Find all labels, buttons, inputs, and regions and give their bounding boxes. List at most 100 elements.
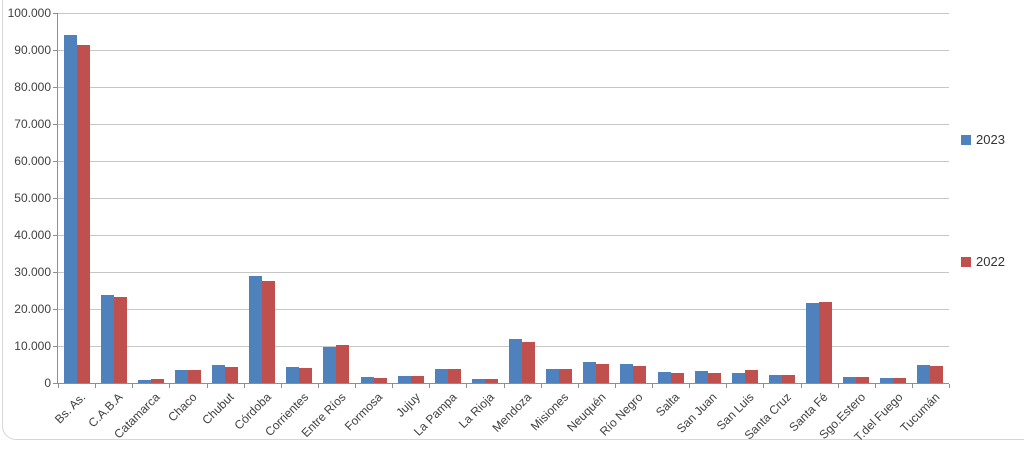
- gridline: [58, 87, 949, 88]
- gridline: [58, 124, 949, 125]
- x-axis-tick: [280, 384, 282, 388]
- bar-2023-San Juan: [694, 371, 708, 383]
- bar-2022-Catamarca: [150, 379, 164, 383]
- x-tick-label: San Juan: [673, 390, 720, 436]
- bar-2023-Chubut: [212, 365, 226, 383]
- bar-2023-Misiones: [546, 369, 560, 383]
- x-tick-label: Mendoza: [489, 390, 534, 435]
- y-axis-tick: [53, 235, 58, 236]
- bar-2023-Entre Ríos: [323, 347, 337, 383]
- x-axis-tick: [392, 384, 394, 388]
- y-tick-label: 40.000: [14, 228, 51, 242]
- y-tick-label: 70.000: [14, 117, 51, 131]
- bar-2023-Catamarca: [137, 380, 151, 383]
- gridline: [58, 346, 949, 347]
- x-axis-tick: [577, 384, 579, 388]
- x-tick-label: Misiones: [527, 390, 572, 434]
- legend-item-2022: 2022: [961, 254, 1005, 269]
- y-tick-label: 30.000: [14, 265, 51, 279]
- bar-2023-Jujuy: [397, 376, 411, 383]
- x-axis-tick: [949, 384, 950, 388]
- y-axis-tick: [53, 198, 58, 199]
- x-axis-tick: [58, 384, 59, 388]
- bar-2022-Salta: [670, 373, 684, 383]
- y-axis-line: [57, 13, 58, 383]
- bar-2022-Formosa: [373, 378, 387, 383]
- y-axis-tick: [53, 13, 58, 14]
- bar-2023-Santa Fé: [806, 303, 820, 383]
- x-axis-tick: [243, 384, 245, 388]
- bar-2022-San Luis: [744, 370, 758, 383]
- y-tick-label: 50.000: [14, 191, 51, 205]
- x-axis-tick: [132, 384, 134, 388]
- bar-2022-Río Negro: [633, 366, 647, 383]
- y-axis-tick: [53, 87, 58, 88]
- x-axis-tick: [429, 384, 431, 388]
- y-tick-label: 10.000: [14, 339, 51, 353]
- x-axis-tick: [689, 384, 691, 388]
- bar-2022-La Rioja: [484, 379, 498, 383]
- x-axis-tick: [837, 384, 839, 388]
- x-axis-tick: [95, 384, 97, 388]
- x-axis-tick: [355, 384, 356, 388]
- bar-2023-Santa Cruz: [768, 375, 782, 383]
- gridline: [58, 161, 949, 162]
- bar-2022-Santa Fé: [819, 302, 833, 383]
- bar-2022-Córdoba: [262, 281, 276, 383]
- bar-2023-Salta: [657, 372, 671, 383]
- bar-2022-Chaco: [187, 370, 201, 383]
- bar-2023-La Rioja: [471, 379, 485, 383]
- bar-2022-T.del Fuego: [893, 378, 907, 383]
- bar-2022-Misiones: [559, 369, 573, 383]
- x-axis-tick: [466, 384, 468, 388]
- bar-2023-Sgo.Estero: [843, 377, 857, 383]
- x-axis-tick: [169, 384, 171, 388]
- x-tick-label: Tucumán: [897, 390, 943, 435]
- y-axis-tick: [53, 309, 58, 310]
- bar-2022-Chubut: [225, 367, 239, 383]
- bar-2023-Córdoba: [249, 276, 263, 383]
- legend-swatch-2023: [961, 134, 971, 145]
- bar-2023-Bs. As.: [63, 35, 77, 383]
- legend-label-2022: 2022: [976, 254, 1005, 269]
- x-axis-tick: [540, 384, 542, 388]
- x-axis-tick: [503, 384, 505, 388]
- y-tick-label: 80.000: [14, 80, 51, 94]
- bar-2023-Tucumán: [917, 365, 931, 383]
- x-axis-tick: [206, 384, 208, 388]
- x-axis-tick: [874, 384, 876, 388]
- x-tick-label: Jujuy: [392, 390, 423, 420]
- bar-2023-Mendoza: [509, 339, 523, 383]
- legend-swatch-2022: [961, 256, 971, 267]
- x-axis-tick: [763, 384, 765, 388]
- bar-2022-Bs. As.: [76, 45, 90, 383]
- y-axis-tick: [53, 50, 58, 51]
- y-axis-tick: [53, 124, 58, 125]
- bar-2022-Sgo.Estero: [856, 377, 870, 383]
- gridline: [58, 198, 949, 199]
- x-axis-tick: [652, 384, 653, 388]
- x-axis-tick: [726, 384, 728, 388]
- y-tick-label: 100.000: [7, 6, 51, 20]
- bar-2023-T.del Fuego: [880, 378, 894, 383]
- bar-2022-C.A.B.A: [113, 297, 127, 383]
- x-axis-line: [57, 383, 949, 384]
- bar-2022-Entre Ríos: [336, 345, 350, 383]
- bar-2022-La Pampa: [447, 369, 461, 383]
- bar-2022-Jujuy: [410, 376, 424, 383]
- bar-2023-La Pampa: [434, 369, 448, 383]
- bar-2023-Chaco: [174, 370, 188, 383]
- bar-2022-San Juan: [707, 373, 721, 383]
- bar-2023-Neuquén: [583, 362, 597, 383]
- bar-2022-Santa Cruz: [781, 375, 795, 383]
- gridline: [58, 50, 949, 51]
- bar-2023-San Luis: [731, 373, 745, 383]
- gridline: [58, 235, 949, 236]
- x-tick-label: Salta: [653, 390, 683, 420]
- y-tick-label: 20.000: [14, 302, 51, 316]
- x-tick-label: Bs. As.: [52, 390, 89, 427]
- y-tick-label: 0: [44, 376, 51, 390]
- bar-2023-C.A.B.A: [100, 295, 114, 383]
- y-axis-tick: [53, 161, 58, 162]
